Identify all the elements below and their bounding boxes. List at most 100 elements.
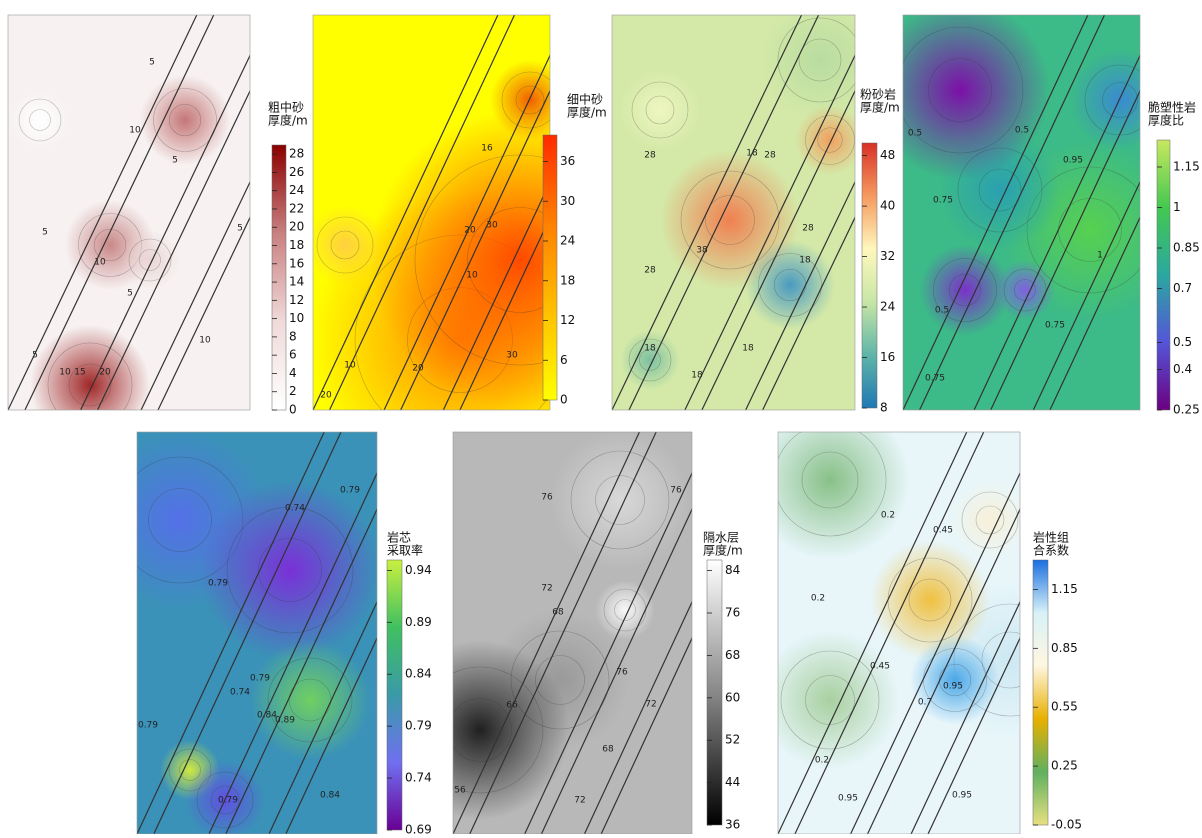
colorbar-tick-label: 60 [725,690,740,704]
contour-label: 30 [486,221,498,231]
contour-label: 20 [99,368,111,378]
colorbar-tick-label: 48 [880,148,895,162]
colorbar-title: 粗中砂 [268,100,304,115]
colorbar-tick-label: 22 [289,201,304,215]
contour-label: 5 [42,228,48,238]
contour-label: 0.2 [815,756,829,766]
contour-label: 18 [799,256,811,266]
contour-label: 18 [746,149,758,159]
contour-label: 0.79 [208,579,228,589]
colorbar-tick-label: 12 [560,313,575,327]
colorbar-tick-label: 1.15 [1051,582,1078,596]
contour-label: 5 [149,58,155,68]
contour-label: 38 [696,246,708,256]
contour-label: 0.79 [340,486,360,496]
colorbar-tick-label: 0.85 [1173,241,1200,255]
map: 28182838282818181818 [612,0,952,410]
colorbar-tick-label: 0.69 [405,823,432,835]
colorbar-tick-label: 36 [560,154,575,168]
contour-label: 72 [645,700,656,710]
colorbar-tick-label: 4 [289,366,297,380]
contour-label: 0.89 [275,716,295,726]
colorbar-tick-label: 1.15 [1173,160,1200,174]
contour-label: 1 [1097,251,1103,261]
colorbar-tick-label: 0 [289,403,297,417]
colorbar-title: 厚度/m [860,100,900,115]
colorbar-tick-label: 32 [880,249,895,263]
contour-label: 10 [199,336,211,346]
colorbar-title: 细中砂 [567,92,603,107]
colorbar-tick-label: 76 [725,606,740,620]
contour-label: 5 [32,351,38,361]
colorbar-tick-label: 0.55 [1051,700,1078,714]
contour-label: 20 [464,226,476,236]
colorbar-tick-label: 68 [725,648,740,662]
contour-label: 28 [764,151,776,161]
colorbar-tick-label: 12 [289,293,304,307]
contour-label: 56 [454,786,466,796]
contour-label: 0.79 [138,721,158,731]
colorbar-tick-label: 0.79 [405,719,432,733]
contour-label: 20 [320,391,332,401]
contour-label: 0.95 [952,791,972,801]
contour-label: 68 [602,745,614,755]
contour-label: 16 [481,144,493,154]
contour-label: 72 [574,796,585,806]
contour-label: 0.74 [230,688,250,698]
colorbar-tick-label: 16 [880,350,895,364]
colorbar-tick-label: 8 [289,329,297,343]
contour-label: 18 [644,344,656,354]
contour-label: 10 [129,126,141,136]
colorbar-tick-label: 0.4 [1173,362,1192,376]
colorbar-title: 岩性组 [1033,530,1069,545]
colorbar-title: 厚度/m [567,105,607,120]
colorbar-tick-label: 6 [560,353,568,367]
contour-label: 15 [74,368,85,378]
colorbar-tick-label: 28 [289,147,304,161]
colorbar-tick-label: 0.89 [405,615,432,629]
contour-label: 0.7 [918,698,932,708]
colorbar [707,560,722,825]
colorbar-tick-label: 0.84 [405,667,432,681]
contour-label: 0.5 [908,129,922,139]
contour-label: 0.5 [1015,126,1029,136]
colorbar-title: 隔水层 [703,531,739,545]
colorbar-title: 采取率 [387,543,423,558]
contour-label: 20 [412,364,424,374]
colorbar-tick-label: 14 [289,275,304,289]
colorbar-title: 粉砂岩 [860,87,896,102]
contour-label: 0.5 [935,306,949,316]
colorbar-tick-label: 2 [289,384,297,398]
contour-label: 72 [541,584,552,594]
colorbar-tick-label: 36 [725,818,740,832]
colorbar-tick-label: 26 [289,165,304,179]
colorbar-tick-label: 20 [289,220,304,234]
colorbar-tick-label: 6 [289,348,297,362]
contour-label: 76 [616,668,628,678]
contour-label: 0.2 [881,511,895,521]
contour-label: 66 [506,701,518,711]
colorbar-tick-label: 0.7 [1173,281,1192,295]
contour-label: 30 [506,351,518,361]
contour-label: 0.45 [870,662,890,672]
colorbar [272,145,286,410]
contour-label: 10 [344,361,356,371]
colorbar-title: 合系数 [1033,543,1069,558]
colorbar-tick-label: 16 [289,256,304,270]
colorbar-tick-label: 40 [880,199,895,213]
colorbar-title: 脆塑性岩 [1148,100,1196,115]
colorbar-tick-label: 0.94 [405,563,432,577]
contour-label: 0.75 [925,374,945,384]
contour-label: 18 [691,371,703,381]
colorbar-tick-label: 30 [560,194,575,208]
contour-label: 0.79 [250,674,270,684]
contour-label: 28 [644,266,656,276]
contour-label: 0.75 [933,196,953,206]
colorbar-tick-label: 8 [880,401,888,415]
contour-label: 10 [59,368,71,378]
colorbar-tick-label: 24 [289,183,304,197]
colorbar-tick-label: 44 [725,775,740,789]
contour-label: 0.95 [943,682,963,692]
colorbar-tick-label: 0.85 [1051,641,1078,655]
